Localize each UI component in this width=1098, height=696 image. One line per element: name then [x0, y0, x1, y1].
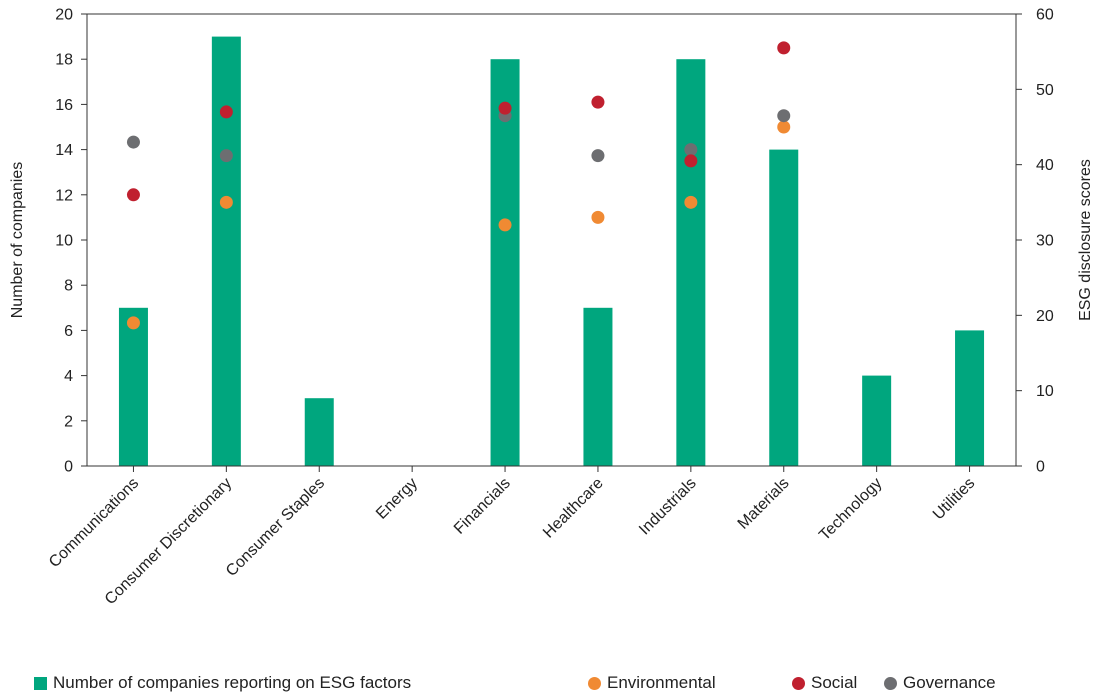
dot-governance-consumer-discretionary — [219, 149, 233, 163]
legend: Number of companies reporting on ESG fac… — [0, 673, 1098, 695]
category-label: Utilities — [930, 475, 978, 523]
bar-consumer-staples — [304, 398, 334, 466]
ticks-layer: 0 2 4 6 8 10 12 14 16 18 20 0 10 20 30 40 50 60 Communicat… — [46, 7, 1054, 609]
legend-label-environmental: Environmental — [607, 673, 716, 692]
left-tick-label: 14 — [55, 142, 73, 159]
esg-chart: 0 2 4 6 8 10 12 14 16 18 20 0 10 20 30 40 50 60 Communicat… — [9, 7, 1094, 609]
right-tick-label: 0 — [1036, 459, 1045, 476]
bar-technology — [862, 375, 892, 466]
dot-environmental-healthcare — [591, 210, 605, 224]
left-tick-label: 20 — [55, 7, 73, 24]
bar-utilities — [955, 330, 985, 466]
right-tick-label: 40 — [1036, 157, 1054, 174]
bar-industrials — [676, 59, 706, 466]
dots-layer — [126, 41, 791, 330]
dot-social-financials — [498, 101, 512, 115]
dot-social-healthcare — [591, 95, 605, 109]
left-tick-label: 0 — [64, 459, 73, 476]
left-tick-label: 8 — [64, 278, 73, 295]
right-axis-title: ESG disclosure scores — [1077, 159, 1094, 321]
bar-financials — [490, 59, 520, 466]
dot-environmental-industrials — [684, 195, 698, 209]
right-tick-label: 60 — [1036, 7, 1054, 24]
category-label: Energy — [373, 475, 421, 523]
category-label: Consumer Staples — [223, 475, 328, 580]
legend-label-governance: Governance — [903, 673, 996, 692]
bars-layer — [118, 36, 985, 466]
dot-governance-industrials — [684, 143, 698, 157]
legend-item-governance: Governance — [884, 673, 996, 693]
category-label: Industrials — [636, 475, 700, 539]
dot-environmental-consumer-discretionary — [219, 195, 233, 209]
legend-item-environmental: Environmental — [588, 673, 716, 693]
left-tick-label: 16 — [55, 97, 73, 114]
left-axis-title: Number of companies — [9, 162, 26, 319]
category-label: Materials — [735, 475, 793, 533]
category-label: Financials — [451, 475, 514, 538]
category-label: Technology — [816, 475, 885, 544]
dot-environmental-communications — [126, 316, 140, 330]
dot-governance-materials — [777, 109, 791, 123]
legend-label-bars: Number of companies reporting on ESG fac… — [53, 673, 412, 692]
left-tick-label: 2 — [64, 413, 73, 430]
legend-social-swatch — [792, 676, 805, 690]
left-tick-label: 18 — [55, 52, 73, 69]
left-tick-label: 4 — [64, 368, 73, 385]
dot-social-consumer-discretionary — [219, 105, 233, 119]
legend-item-social: Social — [792, 673, 857, 693]
legend-bar-swatch — [34, 676, 47, 690]
left-tick-label: 12 — [55, 187, 73, 204]
dot-governance-healthcare — [591, 149, 605, 163]
legend-governance-swatch — [884, 676, 897, 690]
bar-materials — [769, 149, 799, 466]
right-tick-label: 10 — [1036, 383, 1054, 400]
legend-environmental-swatch — [588, 676, 601, 690]
legend-item-bars: Number of companies reporting on ESG fac… — [34, 673, 411, 693]
right-tick-label: 20 — [1036, 308, 1054, 325]
right-tick-label: 50 — [1036, 82, 1054, 99]
dot-social-industrials — [684, 154, 698, 168]
dot-social-communications — [126, 188, 140, 202]
bar-consumer-discretionary — [211, 36, 241, 466]
dot-social-materials — [777, 41, 791, 55]
category-label: Healthcare — [540, 475, 607, 542]
left-tick-label: 10 — [55, 233, 73, 250]
dot-governance-communications — [126, 135, 140, 149]
category-label: Communications — [46, 475, 142, 571]
left-tick-label: 6 — [64, 323, 73, 340]
legend-label-social: Social — [811, 673, 858, 692]
right-tick-label: 30 — [1036, 233, 1054, 250]
dot-environmental-financials — [498, 218, 512, 232]
bar-healthcare — [583, 307, 613, 466]
bar-communications — [118, 307, 148, 466]
dot-environmental-materials — [777, 120, 791, 134]
